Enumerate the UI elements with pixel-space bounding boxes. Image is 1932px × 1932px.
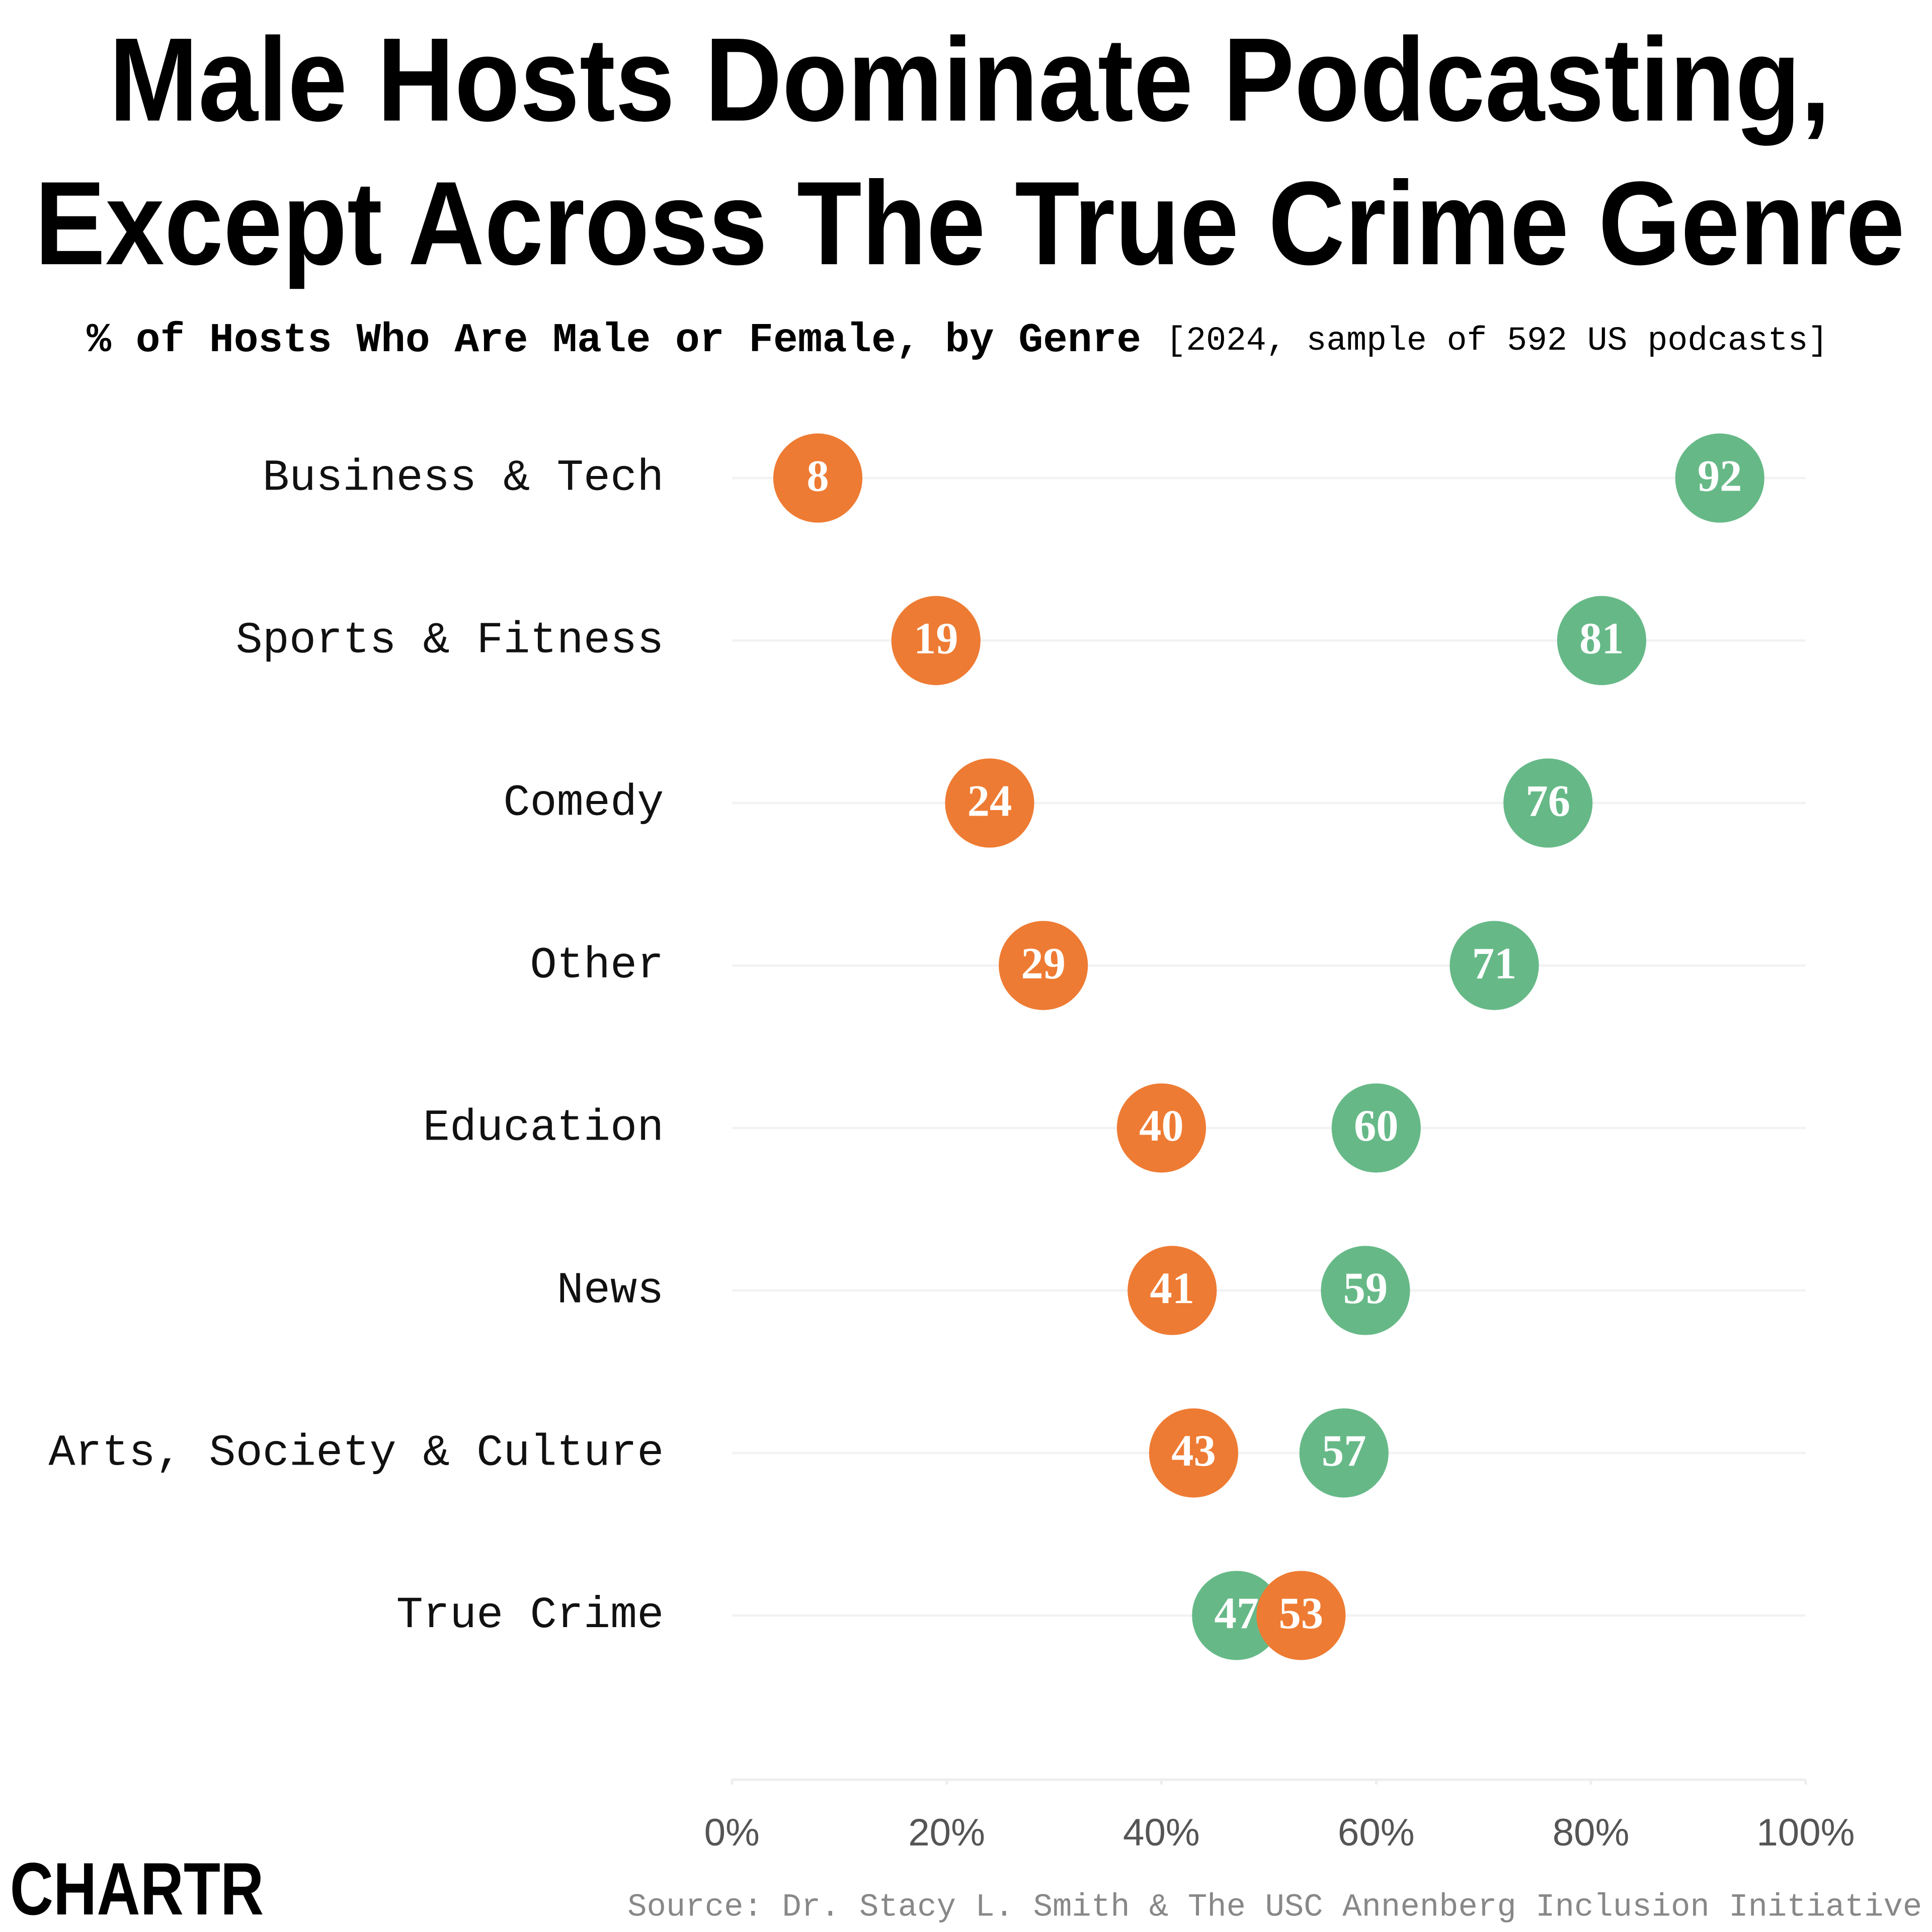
dot-male	[1503, 758, 1593, 848]
category-label: Arts, Society & Culture	[48, 1427, 664, 1478]
source: Source: Dr. Stacy L. Smith & The USC Ann…	[627, 1890, 1922, 1926]
value-label: 40	[1139, 1101, 1184, 1151]
dot-female	[999, 921, 1088, 1010]
value-label: 92	[1698, 451, 1742, 501]
dot-female	[1256, 1571, 1346, 1660]
value-label: 47	[1215, 1589, 1259, 1638]
x-tick-label: 60%	[1338, 1811, 1415, 1854]
value-label: 24	[968, 776, 1012, 826]
x-tick-label: 100%	[1756, 1811, 1855, 1854]
category-label: Comedy	[503, 777, 664, 828]
dot-male	[1450, 921, 1539, 1010]
value-label: 60	[1354, 1101, 1399, 1151]
category-label: Education	[423, 1102, 664, 1153]
x-tick-label: 80%	[1553, 1811, 1630, 1854]
dot-male	[1675, 433, 1764, 523]
value-label: 57	[1322, 1426, 1366, 1476]
subtitle: % of Hosts Who Are Male or Female, by Ge…	[87, 317, 1828, 364]
value-label: 43	[1171, 1426, 1216, 1476]
value-label: 8	[807, 451, 829, 501]
subtitle-text: or	[651, 317, 749, 364]
dot-female	[773, 433, 863, 523]
value-label: 71	[1472, 939, 1517, 988]
value-label: 19	[914, 614, 958, 663]
dot-female	[1149, 1408, 1239, 1498]
category-label: Business & Tech	[263, 453, 664, 504]
dot-male	[1331, 1083, 1421, 1173]
subtitle-note: [2024, sample of 592 US podcasts]	[1166, 321, 1828, 359]
value-label: 53	[1279, 1589, 1324, 1638]
chart-title: Male Hosts Dominate Podcasting,	[109, 14, 1831, 146]
dot-male	[1192, 1571, 1281, 1660]
category-label: Sports & Fitness	[236, 615, 664, 666]
logo: CHARTR	[10, 1847, 264, 1930]
dot-female	[891, 596, 981, 685]
dot-female	[1116, 1083, 1206, 1173]
legend-female: Female	[749, 317, 896, 364]
category-label: Other	[530, 940, 664, 991]
x-tick-label: 0%	[704, 1811, 760, 1854]
dot-male	[1557, 596, 1647, 685]
value-label: 41	[1150, 1264, 1194, 1313]
value-label: 29	[1021, 939, 1066, 988]
dot-female	[1128, 1246, 1217, 1335]
dot-male	[1299, 1408, 1389, 1498]
x-tick-label: 40%	[1123, 1811, 1200, 1854]
value-label: 59	[1343, 1264, 1388, 1313]
value-label: 81	[1579, 614, 1624, 663]
subtitle-text: % of Hosts Who Are	[87, 317, 552, 364]
value-label: 76	[1525, 776, 1570, 826]
dot-female	[945, 758, 1034, 848]
legend-male: Male	[552, 317, 651, 364]
x-tick-label: 20%	[908, 1811, 985, 1854]
chart-title: Except Across The True Crime Genre	[35, 157, 1905, 290]
category-label: News	[557, 1265, 664, 1316]
subtitle-text: , by Genre	[896, 317, 1141, 364]
dot-male	[1321, 1246, 1410, 1335]
category-label: True Crime	[396, 1590, 664, 1641]
